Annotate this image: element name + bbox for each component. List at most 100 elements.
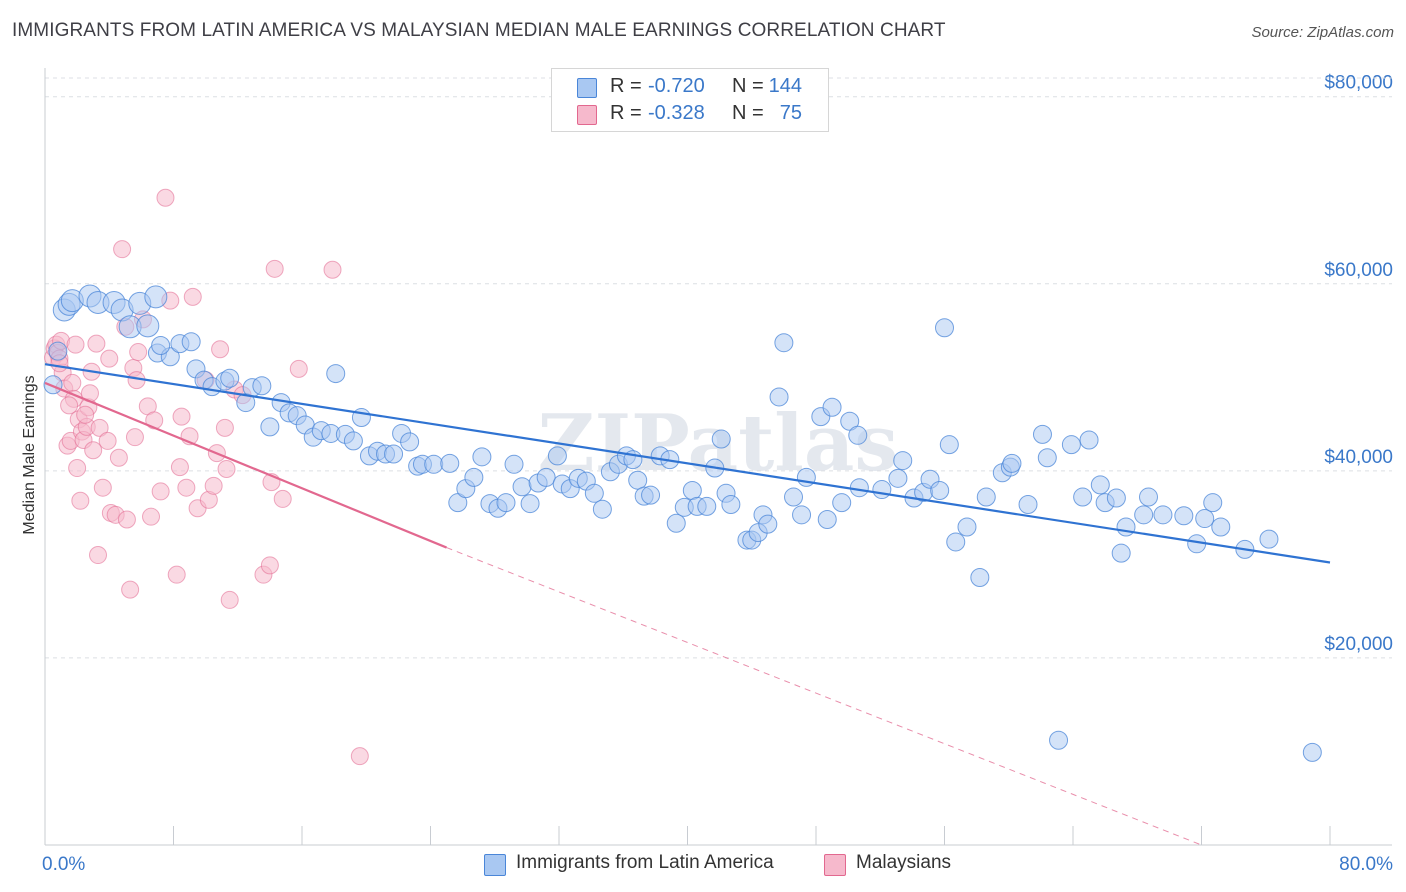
latin-america-point <box>641 485 661 505</box>
legend-swatch-pink <box>824 854 846 876</box>
malaysians-point <box>87 334 106 353</box>
malaysians-point <box>204 476 223 495</box>
chart-title: IMMIGRANTS FROM LATIN AMERICA VS MALAYSI… <box>12 20 946 41</box>
latin-america-point <box>721 495 741 515</box>
legend-label: Malaysians <box>856 852 952 873</box>
latin-america-point <box>784 487 804 507</box>
latin-america-point <box>832 493 852 513</box>
latin-america-point <box>584 483 604 503</box>
y-tick-label: $40,000 <box>1324 447 1393 468</box>
malaysians-point <box>323 260 342 279</box>
latin-america-point <box>976 487 996 507</box>
latin-america-point <box>1106 488 1126 508</box>
latin-america-point <box>1195 509 1215 529</box>
malaysians-point <box>71 491 90 510</box>
latin-america-point <box>758 514 778 534</box>
latin-america-point <box>260 417 280 437</box>
latin-america-point <box>504 454 524 474</box>
latin-america-point <box>1174 506 1194 526</box>
latin-america-point <box>957 517 977 537</box>
latin-america-point <box>1153 505 1173 525</box>
latin-america-point <box>939 435 959 455</box>
latin-america-point <box>848 425 868 445</box>
latin-america-point <box>1002 453 1022 473</box>
latin-america-point <box>935 318 954 338</box>
y-tick-label: $80,000 <box>1324 73 1393 94</box>
malaysians-point <box>350 747 369 766</box>
latin-america-point <box>512 477 532 497</box>
latin-america-point <box>817 509 837 529</box>
latin-america-point <box>893 451 913 471</box>
n-value: 75 <box>779 102 802 124</box>
n-label: N = <box>732 75 764 97</box>
latin-america-point <box>220 368 240 388</box>
latin-america-point <box>1018 495 1038 515</box>
x-tick-label: 0.0% <box>42 854 85 875</box>
malaysians-point <box>89 546 108 565</box>
latin-america-point <box>1073 487 1093 507</box>
legend-label: Immigrants from Latin America <box>516 852 774 873</box>
latin-america-point <box>384 444 404 464</box>
latin-america-point <box>1259 529 1279 549</box>
r-label: R = <box>610 102 642 124</box>
malaysians-point <box>220 590 239 609</box>
latin-america-point <box>1211 517 1231 537</box>
malaysians-point <box>142 507 161 526</box>
malaysians-point <box>113 240 132 259</box>
latin-america-point <box>48 341 68 361</box>
latin-america-point <box>628 470 648 490</box>
latin-america-point <box>970 567 990 587</box>
malaysians-point <box>151 482 170 501</box>
malaysians-point <box>260 556 279 575</box>
latin-america-point <box>1134 505 1154 525</box>
malaysians-point <box>129 343 148 362</box>
malaysians-point <box>289 359 308 378</box>
latin-america-point <box>520 494 540 514</box>
latin-america-point <box>872 480 892 500</box>
legend-swatch-blue <box>484 854 506 876</box>
latin-america-point <box>592 499 612 519</box>
latin-america-point <box>1049 730 1069 750</box>
malaysians-point <box>60 396 79 415</box>
latin-america-point <box>151 336 171 356</box>
latin-america-point <box>1037 448 1057 468</box>
n-label: N = <box>732 102 764 124</box>
latin-america-point <box>697 496 717 516</box>
latin-america-point <box>946 532 966 552</box>
latin-america-point <box>136 314 160 338</box>
r-label: R = <box>610 75 642 97</box>
malaysians-point <box>98 431 117 450</box>
latin-america-point <box>792 505 812 525</box>
malaysians-point <box>172 407 191 426</box>
malaysians-point <box>100 349 119 368</box>
latin-america-point <box>1061 435 1081 455</box>
latin-america-point <box>930 480 950 500</box>
r-value: -0.720 <box>648 75 705 97</box>
latin-america-point <box>682 480 702 500</box>
latin-america-point <box>1111 543 1131 563</box>
latin-america-point <box>547 446 567 466</box>
malaysians-point <box>63 373 82 392</box>
malaysians-point <box>68 459 87 478</box>
malaysians-point <box>66 335 85 354</box>
y-axis-label: Median Male Earnings <box>21 375 38 535</box>
latin-america-point <box>400 432 420 452</box>
malaysians-point <box>217 459 236 478</box>
malaysians-point <box>167 565 186 584</box>
latin-america-point <box>326 364 346 384</box>
stats-legend-row-pink: R = -0.328 N = 75 <box>552 100 828 128</box>
series-legend: Immigrants from Latin America Malaysians <box>0 852 1406 878</box>
stats-legend: R = -0.720 N = 144 R = -0.328 N = 75 <box>551 68 829 132</box>
y-tick-label: $20,000 <box>1324 634 1393 655</box>
malaysians-point <box>93 478 112 497</box>
r-value: -0.328 <box>648 102 705 124</box>
malaysians-point <box>183 287 202 306</box>
x-tick-label: 80.0% <box>1339 854 1393 875</box>
malaysians-point <box>125 428 144 447</box>
latin-america-trendline <box>44 363 1331 564</box>
malaysians-trendline-extension <box>446 547 1202 846</box>
malaysians-point <box>215 418 234 437</box>
malaysians-point <box>170 458 189 477</box>
latin-america-point <box>1203 493 1223 513</box>
